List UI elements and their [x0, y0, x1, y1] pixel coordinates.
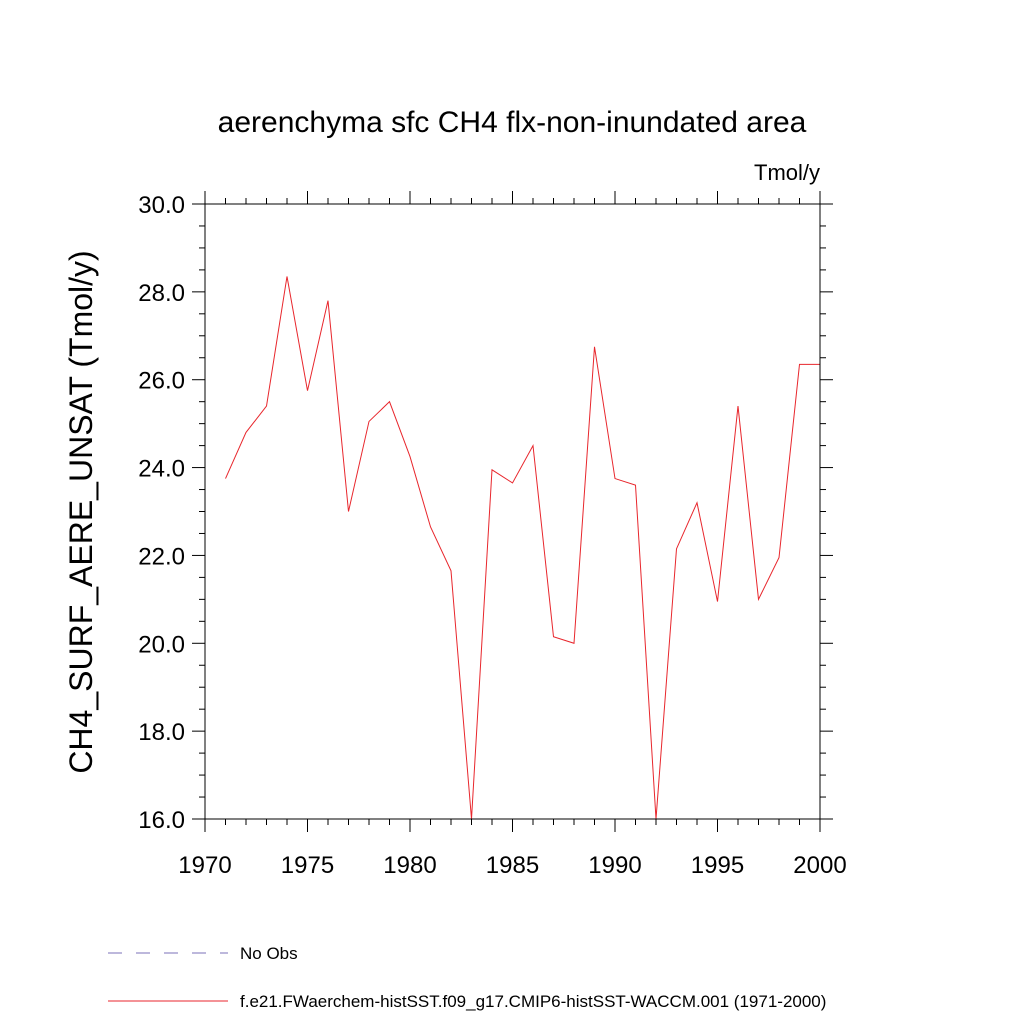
y-tick-label: 28.0 — [138, 280, 185, 307]
series-line-1 — [225, 276, 820, 820]
legend-label-no-obs: No Obs — [240, 944, 298, 963]
y-tick-label: 18.0 — [138, 719, 185, 746]
units-label: Tmol/y — [754, 160, 820, 185]
x-tick-label: 1995 — [691, 852, 744, 879]
x-tick-label: 1975 — [281, 852, 334, 879]
x-tick-label: 2000 — [793, 852, 846, 879]
legend: No Obs f.e21.FWaerchem-histSST.f09_g17.C… — [108, 944, 826, 1011]
x-tick-label: 1985 — [486, 852, 539, 879]
legend-label-model-run: f.e21.FWaerchem-histSST.f09_g17.CMIP6-hi… — [240, 992, 826, 1011]
y-tick-label: 16.0 — [138, 807, 185, 834]
y-axis-label: CH4_SURF_AERE_UNSAT (Tmol/y) — [63, 250, 99, 773]
x-tick-label: 1970 — [178, 852, 231, 879]
y-tick-label: 24.0 — [138, 456, 185, 483]
ticks-layer: 1970 1975 1980 1985 1990 1995 2000 16.0 18.0 20.0… — [138, 191, 847, 879]
series-layer — [225, 276, 820, 820]
y-tick-label: 26.0 — [138, 368, 185, 395]
x-tick-label: 1980 — [383, 852, 436, 879]
x-tick-label: 1990 — [588, 852, 641, 879]
y-tick-label: 22.0 — [138, 543, 185, 570]
y-tick-label: 30.0 — [138, 192, 185, 219]
plot-frame — [204, 203, 821, 820]
chart-title: aerenchyma sfc CH4 flx-non-inundated are… — [218, 106, 807, 139]
y-tick-label: 20.0 — [138, 631, 185, 658]
